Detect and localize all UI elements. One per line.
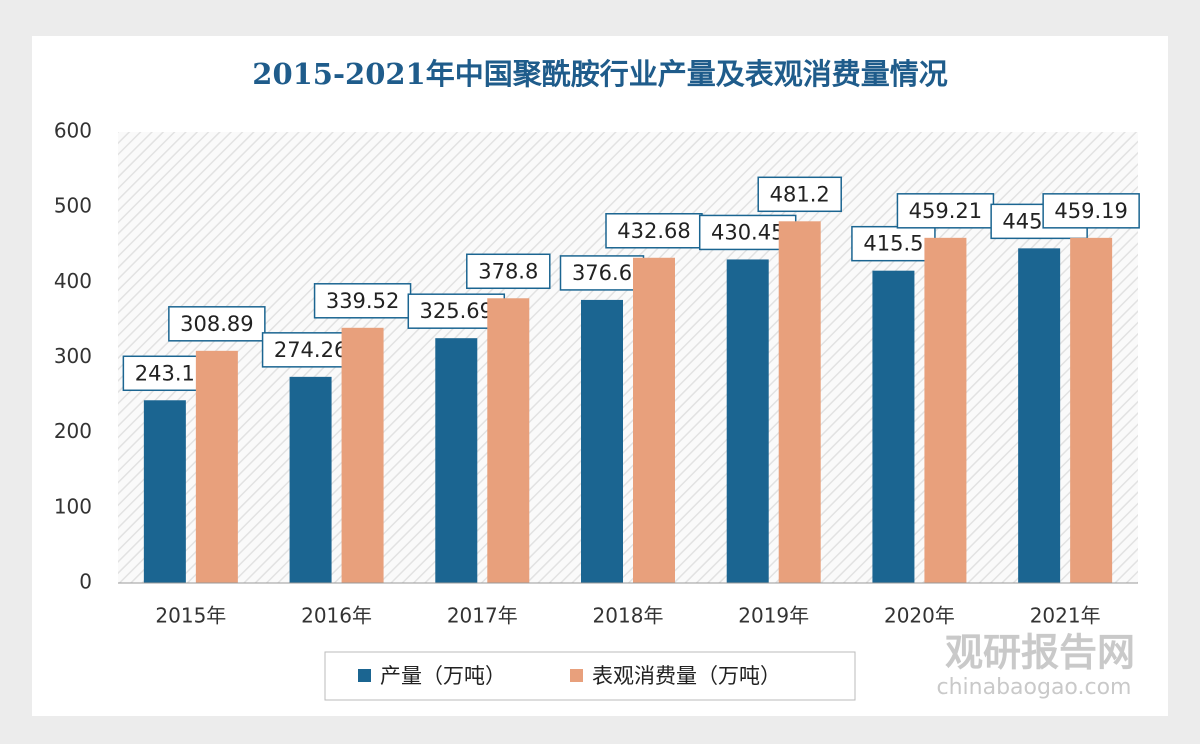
legend	[324, 651, 856, 701]
value-label: 430.45	[711, 220, 784, 244]
bar	[581, 299, 623, 583]
y-tick-label: 0	[79, 570, 92, 594]
value-label-box	[757, 176, 842, 213]
legend-swatch	[570, 669, 583, 682]
value-label: 308.89	[180, 312, 253, 336]
value-label-box	[559, 255, 645, 291]
bar	[143, 400, 186, 583]
value-label: 376.6	[572, 261, 632, 285]
value-label: 243.1	[135, 361, 195, 385]
value-label-box	[168, 306, 266, 342]
bar	[1018, 248, 1061, 584]
value-label: 459.19	[1054, 199, 1127, 223]
x-tick-label: 2017年	[447, 604, 518, 628]
y-tick-label: 200	[54, 419, 92, 443]
value-label-box	[605, 213, 703, 249]
y-tick-label: 100	[54, 494, 92, 518]
bar	[289, 376, 332, 583]
bar	[487, 298, 530, 583]
bar	[1070, 237, 1113, 584]
value-label: 274.26	[274, 338, 347, 362]
x-tick-label: 2016年	[301, 604, 372, 628]
legend-swatch	[358, 669, 371, 682]
x-tick-label: 2018年	[593, 604, 664, 628]
value-label-box	[466, 253, 551, 290]
value-label: 325.69	[420, 299, 493, 323]
value-label: 378.8	[478, 259, 538, 283]
y-tick-label: 600	[54, 119, 92, 143]
value-label-box	[896, 193, 995, 229]
value-label: 415.5	[863, 232, 923, 256]
bar	[435, 338, 478, 583]
bar	[633, 257, 675, 583]
legend-label: 产量（万吨）	[380, 664, 506, 688]
x-tick-label: 2019年	[738, 604, 809, 628]
bar	[195, 350, 238, 583]
bar	[341, 327, 384, 583]
legend-label: 表观消费量（万吨）	[592, 664, 781, 688]
x-tick-label: 2015年	[155, 604, 226, 628]
value-label: 432.68	[617, 219, 690, 243]
y-tick-label: 500	[54, 194, 92, 218]
chart-title: 2015-2021年中国聚酰胺行业产量及表观消费量情况	[252, 57, 947, 91]
value-label: 481.2	[770, 182, 830, 206]
x-tick-label: 2021年	[1030, 604, 1101, 628]
bar	[778, 221, 821, 583]
value-label: 459.21	[909, 199, 982, 223]
x-tick-label: 2020年	[884, 604, 955, 628]
value-label: 339.52	[326, 289, 399, 313]
watermark-url: chinabaogao.com	[937, 675, 1132, 700]
bar	[872, 270, 915, 583]
value-label-box	[313, 283, 412, 319]
watermark-name: 观研报告网	[945, 631, 1135, 675]
bar	[924, 237, 967, 583]
bar	[726, 259, 769, 583]
y-tick-label: 400	[54, 269, 92, 293]
value-label-box	[851, 225, 936, 262]
y-tick-label: 300	[54, 344, 92, 368]
value-label-box	[1042, 193, 1140, 229]
